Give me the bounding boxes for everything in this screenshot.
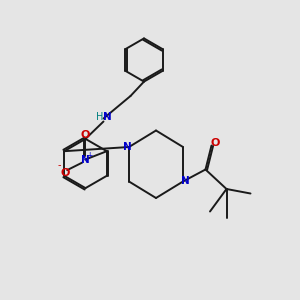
Text: -: - — [57, 160, 61, 170]
Text: O: O — [80, 130, 90, 140]
Text: H: H — [96, 112, 103, 122]
Text: N: N — [103, 112, 112, 122]
Text: N: N — [122, 142, 131, 152]
Text: O: O — [210, 137, 220, 148]
Text: N: N — [181, 176, 190, 187]
Text: N: N — [81, 154, 90, 165]
Text: O: O — [60, 167, 70, 178]
Text: +: + — [86, 151, 93, 160]
